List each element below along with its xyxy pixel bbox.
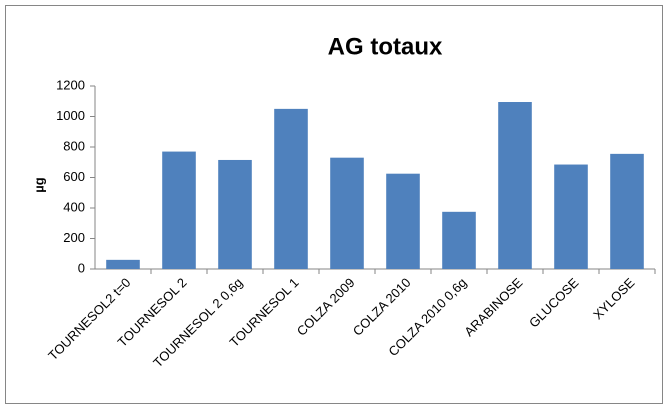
bar [554, 164, 588, 269]
bar [330, 157, 364, 269]
y-tick-label: 600 [63, 169, 85, 184]
bar [162, 151, 196, 269]
bar [106, 259, 140, 269]
bar [442, 211, 476, 269]
chart-title: AG totaux [328, 33, 443, 60]
y-tick-label: 1000 [56, 108, 85, 123]
bar [386, 173, 420, 269]
bar [218, 159, 252, 269]
y-tick-label: 800 [63, 138, 85, 153]
bar [498, 102, 532, 269]
y-tick-label: 200 [63, 230, 85, 245]
bar [274, 108, 308, 269]
y-tick-label: 0 [78, 260, 85, 275]
y-tick-label: 1200 [56, 77, 85, 92]
y-tick-label: 400 [63, 199, 85, 214]
y-axis-label: µg [31, 177, 46, 192]
bar [610, 153, 644, 269]
